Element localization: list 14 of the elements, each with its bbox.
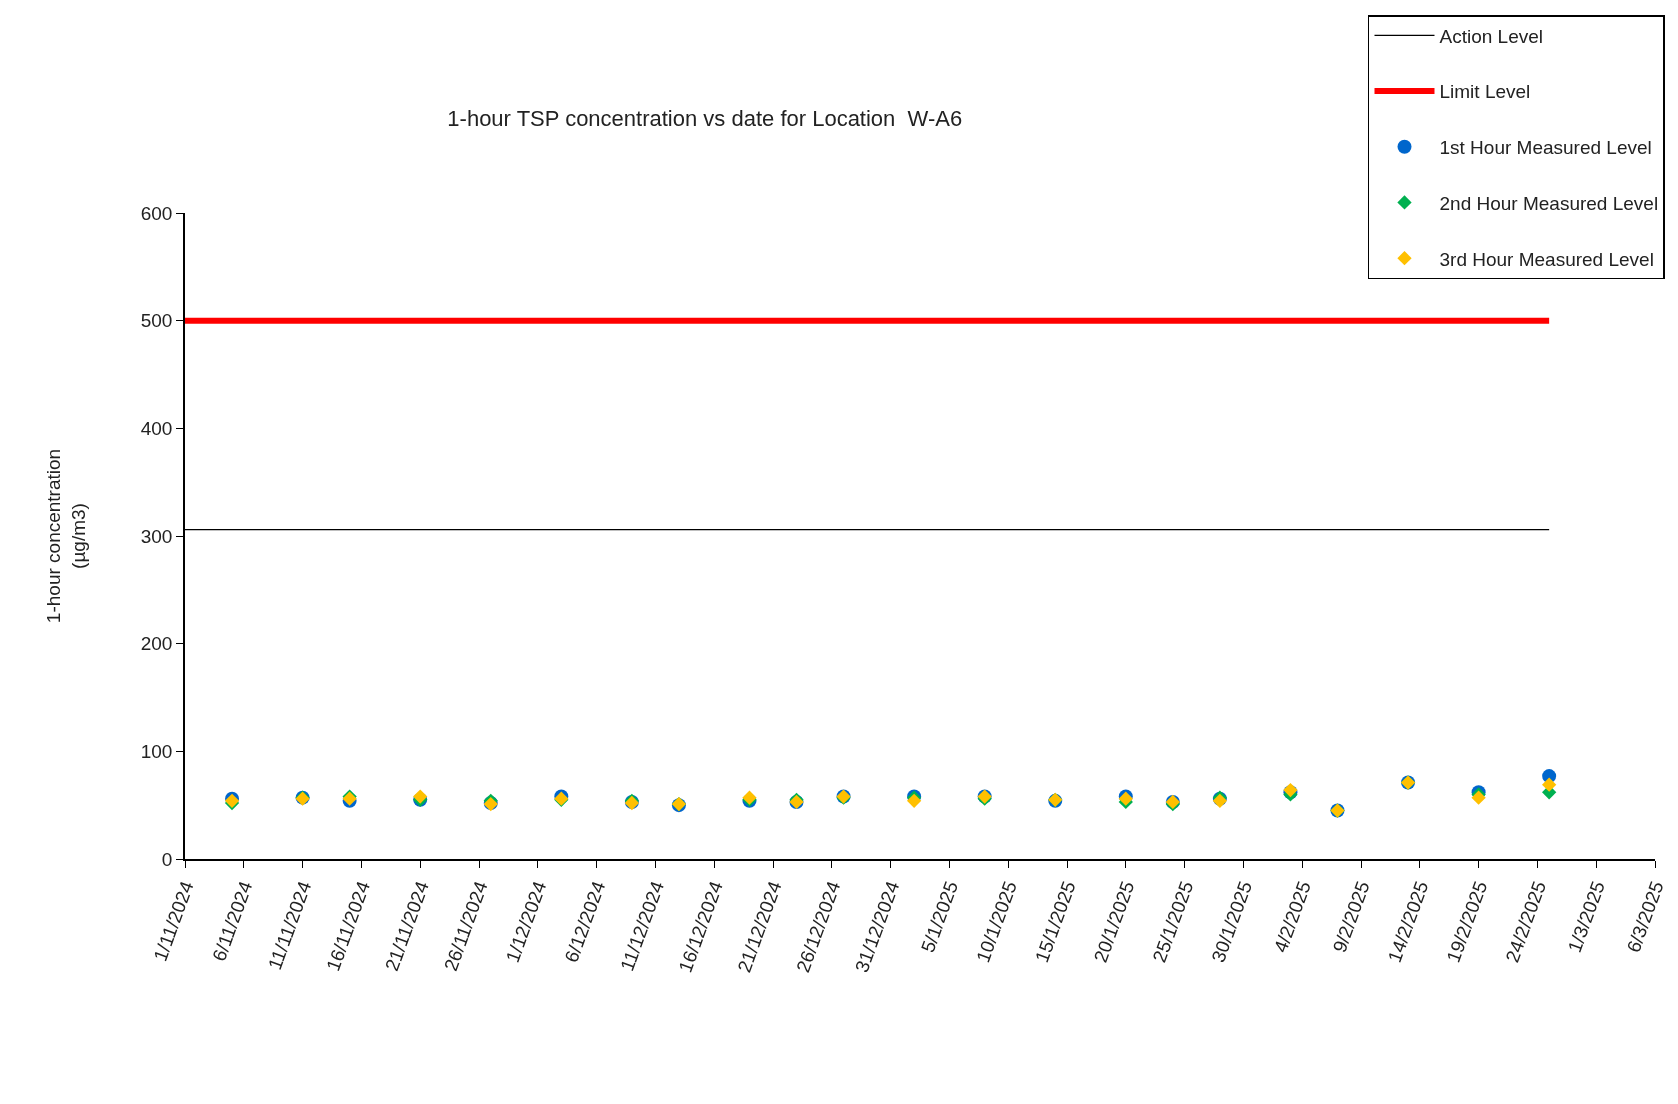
y-axis-title: 1-hour concentration (µg/m3) bbox=[43, 448, 90, 624]
legend-label: 3rd Hour Measured Level bbox=[1439, 248, 1654, 270]
y-tick-label: 400 bbox=[140, 417, 173, 439]
legend-label: Action Level bbox=[1439, 25, 1544, 47]
y-tick-label: 100 bbox=[140, 740, 173, 762]
legend-label: Limit Level bbox=[1439, 81, 1531, 103]
y-tick-label: 0 bbox=[161, 848, 173, 870]
y-tick-label: 200 bbox=[140, 633, 173, 655]
legend-label: 1st Hour Measured Level bbox=[1439, 137, 1652, 159]
y-tick-label: 600 bbox=[140, 202, 173, 224]
legend-label: 2nd Hour Measured Level bbox=[1439, 192, 1659, 214]
y-tick-label: 300 bbox=[140, 525, 173, 547]
chart-title: 1-hour TSP concentration vs date for Location W-A6 bbox=[447, 105, 963, 131]
y-tick-label: 500 bbox=[140, 310, 173, 332]
